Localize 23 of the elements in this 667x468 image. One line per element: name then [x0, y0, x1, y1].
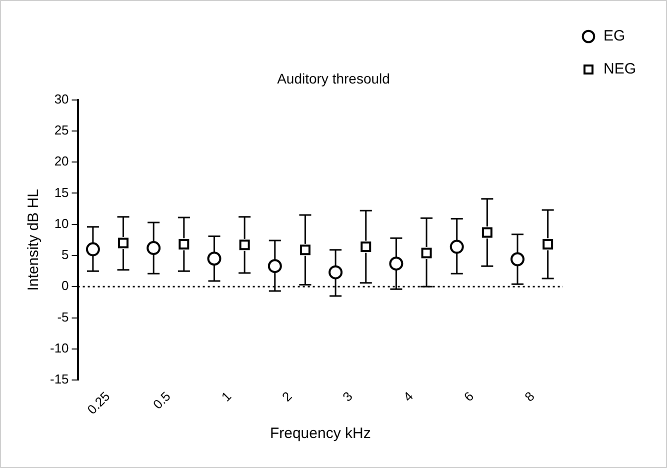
y-tick-label: 20 — [54, 154, 69, 169]
x-tick-label: 8 — [522, 388, 538, 404]
x-tick-label: 2 — [278, 388, 295, 404]
y-tick-label: 25 — [54, 122, 69, 138]
legend-label: EG — [603, 28, 626, 45]
y-tick-label: 15 — [54, 184, 69, 200]
y-axis-title: Intensity dB HL — [25, 189, 42, 291]
x-tick-label: 1 — [218, 388, 234, 404]
x-axis-title: Frequency kHz — [270, 425, 371, 442]
x-tick-label: 6 — [460, 388, 477, 404]
y-tick-label: -15 — [50, 372, 69, 387]
y-tick-label: 30 — [54, 91, 69, 106]
y-tick-label: 5 — [62, 247, 69, 262]
x-tick-label: 0.5 — [150, 388, 174, 412]
legend-label: NEG — [603, 60, 636, 78]
y-tick-label: 0 — [62, 278, 69, 294]
y-tick-label: 10 — [54, 216, 69, 231]
y-tick-label: -10 — [50, 340, 69, 356]
chart-title: Auditory thresould — [277, 70, 390, 86]
x-tick-label: 4 — [400, 388, 416, 404]
y-tick-label: -5 — [57, 309, 69, 324]
x-tick-label: 0.25 — [84, 388, 113, 418]
x-tick-label: 3 — [340, 388, 356, 404]
